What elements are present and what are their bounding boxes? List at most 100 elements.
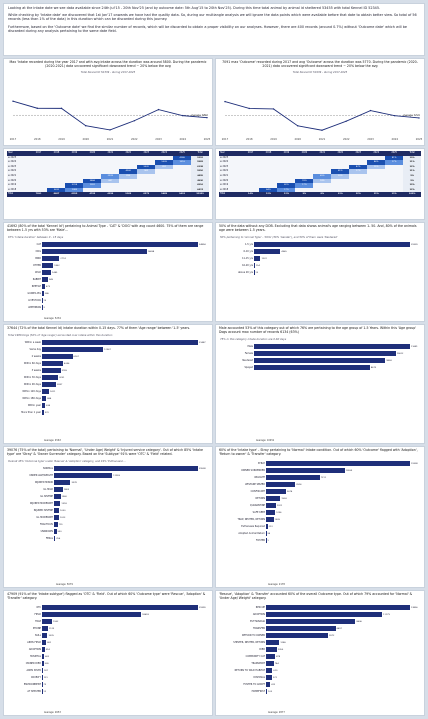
bar[interactable] [266,647,277,652]
matrix-year-label[interactable]: ⊞ 2021 [8,173,17,177]
bar-row[interactable]: FOSTER TO ADOPT 412 [218,681,424,688]
matrix-row[interactable]: ⊞ 2019 82% 17% 13% [219,183,422,188]
bar[interactable] [42,354,73,359]
bar[interactable] [266,489,286,494]
matrix-row[interactable]: ⊞ 2024 84% 17% 11% [219,160,422,165]
bar[interactable] [254,351,396,356]
bar-row[interactable]: WILD 1445 [6,269,212,276]
bar-row[interactable]: INJURED MINOR 3378 [6,479,212,486]
bar-row[interactable]: TRANSPORT 744 [218,660,424,667]
bar[interactable] [42,263,54,268]
bar-row[interactable]: INJURED MODERATE 1318 [6,500,212,507]
bar-row[interactable]: WILDLIFE 7211 [218,474,424,481]
bar[interactable] [54,536,56,541]
matrix-row[interactable]: ⊞ 2018 5432 1085 6474 [7,187,210,193]
bar[interactable] [266,612,383,617]
matrix-row[interactable]: ⊞ 2020 3866 887 4930 [7,178,210,184]
bar[interactable] [266,675,272,680]
bar-row[interactable]: Within 30 days 3251 [6,374,212,381]
bar-row[interactable]: RETURN TO OWNER 5972 [218,632,424,639]
bar-row[interactable]: LIVESTOCK 19 [6,297,212,304]
matrix-row[interactable]: ⊞ 2025 81% 10% [219,155,422,161]
bar[interactable] [266,503,276,508]
bar-row[interactable]: HOSPITAL 402 [6,653,212,660]
bar[interactable] [254,344,410,349]
bar-row[interactable]: Within 180 days 864 [6,395,212,402]
bar[interactable] [266,517,274,522]
bar[interactable] [42,249,147,254]
bar-row[interactable]: Neutered 9834 [218,357,424,364]
bar[interactable] [266,689,268,694]
matrix-year-label[interactable]: ⊞ 2024 [8,160,17,164]
matrix-year-label[interactable]: ⊞ 2019 [220,183,229,187]
matrix-row[interactable]: ⊞ 2022 4500 962 5550 [7,169,210,174]
bar[interactable] [42,654,45,659]
bar[interactable] [42,626,48,631]
bar[interactable] [266,461,410,466]
bar[interactable] [42,375,59,380]
bar-row[interactable]: Spayed 8673 [218,364,424,371]
bar-row[interactable]: FERAL 256 [6,535,212,542]
bar[interactable] [42,256,60,261]
bar[interactable] [266,482,296,487]
bar[interactable] [54,494,61,499]
bar-row[interactable]: UNDER AGE/WEIGHT 11959 [6,472,212,479]
bar-row[interactable]: UNKNOWN 530 [6,528,212,535]
bar-row[interactable]: RETURN TO WILD HABITAT 619 [218,667,424,674]
bar[interactable] [254,358,386,363]
bar-row[interactable]: TRAP 1902 [6,618,212,625]
matrix-row[interactable]: ⊞ 2019 5318 1091 6516 [7,183,210,188]
matrix-row[interactable]: ⊞ 2023 5020 891 6138 [7,164,210,170]
bar-row[interactable]: REPTILE 473 [6,283,212,290]
bar[interactable] [42,396,47,401]
bar[interactable] [42,605,198,610]
bar[interactable] [266,524,268,529]
matrix-year-label[interactable]: ⊞ 2025 [8,155,17,159]
bar-row[interactable]: RESCUE 13856 [218,604,424,611]
bar-row[interactable]: OTC 29399 [6,604,212,611]
bar-row[interactable]: Same day 12347 [6,346,212,353]
bar[interactable] [266,619,356,624]
bar-row[interactable]: QUARANTINE 1321 [218,502,424,509]
bar[interactable] [54,522,58,527]
matrix-row[interactable]: ⊞ 2023 82% 15% 12% [219,164,422,170]
bar-row[interactable]: above 20 yrs 15 [218,269,424,276]
matrix-year-label[interactable]: ⊞ 2024 [220,160,229,164]
bar-row[interactable]: HOMEFIRST 103 [218,688,424,695]
bar-row[interactable]: ILL SEVERE 1340 [6,493,212,500]
bar[interactable] [254,249,281,254]
bar-row[interactable]: Within 120 days 1411 [6,388,212,395]
bar-row[interactable]: PHONE 1123 [6,625,212,632]
bar[interactable] [54,480,71,485]
matrix-row[interactable]: ⊞ 2021 2933 890 4495 [7,173,210,179]
bar-row[interactable]: RABBIT 949 [6,276,212,283]
bar[interactable] [54,487,63,492]
matrix-row[interactable]: ⊞ 2022 81% 17% 11% [219,169,422,174]
bar[interactable] [254,263,255,268]
bar-row[interactable]: FIELD 18693 [6,611,212,618]
bar[interactable] [42,284,45,289]
bar-row[interactable]: Euthanasia Required 213 [218,523,424,530]
matrix-year-label[interactable]: ⊞ 2022 [220,169,229,173]
bar[interactable] [42,382,57,387]
bar[interactable] [254,256,261,261]
bar[interactable] [266,510,276,515]
bar[interactable] [42,361,64,366]
bar[interactable] [42,647,45,652]
bar-row[interactable]: DOG 16698 [6,248,212,255]
bar[interactable] [266,496,281,501]
bar[interactable] [42,640,47,645]
bar-row[interactable]: ILL MODERATE 1023 [6,514,212,521]
bar-row[interactable]: OWNER SURRENDER 10559 [218,467,424,474]
matrix-year-label[interactable]: ⊞ 2023 [220,164,229,168]
bar-row[interactable]: Adopted Animal Return 34 [218,530,424,537]
bar[interactable] [42,277,48,282]
bar-row[interactable]: OTHER 1802 [6,262,212,269]
bar[interactable] [266,654,276,659]
matrix-year-label[interactable]: ⊞ 2025 [220,155,229,159]
bar-row[interactable]: ENVIRONMENT 73 [6,681,212,688]
bar-row[interactable]: Within 90 days 2837 [6,381,212,388]
matrix-row[interactable]: ⊞ 2024 5009 1016 5983 [7,160,210,165]
matrix-year-label[interactable]: ⊞ 2018 [220,187,229,191]
bar[interactable] [42,368,61,373]
